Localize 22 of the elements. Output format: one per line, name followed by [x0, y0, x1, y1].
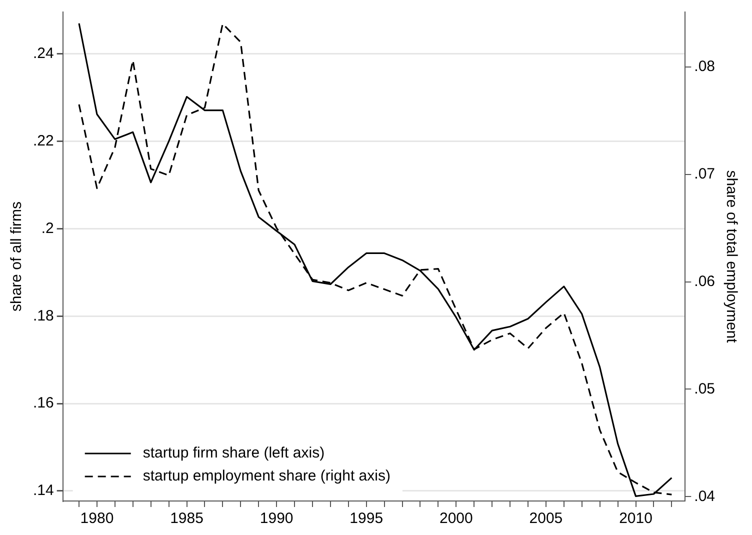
x-tick-label: 2005 — [529, 510, 563, 528]
x-tick-label: 1995 — [350, 510, 384, 528]
x-tick-label: 2010 — [619, 510, 652, 528]
y2-tick-label: .08 — [694, 58, 716, 75]
y-tick-label: .24 — [32, 45, 54, 62]
x-tick-label: 1990 — [260, 510, 294, 528]
legend-label: startup firm share (left axis) — [142, 444, 325, 462]
y-tick-label: .18 — [32, 307, 54, 324]
x-tick-label: 1985 — [170, 510, 204, 528]
y-axis-title: share of all firms — [8, 201, 26, 312]
y-tick-label: .14 — [32, 482, 54, 500]
y2-tick-label: .06 — [694, 272, 716, 290]
y-tick-label: .16 — [32, 394, 54, 412]
y-tick-label: .22 — [32, 132, 54, 150]
x-tick-label: 2000 — [439, 510, 473, 528]
y2-axis-title: share of total employment — [722, 170, 740, 344]
legend-label: startup employment share (right axis) — [142, 468, 390, 485]
y2-tick-label: .07 — [694, 165, 716, 182]
y2-tick-label: .04 — [694, 488, 716, 505]
y-tick-label: .2 — [41, 220, 54, 237]
x-tick-label: 1980 — [80, 510, 114, 528]
y2-tick-label: .05 — [694, 380, 716, 398]
